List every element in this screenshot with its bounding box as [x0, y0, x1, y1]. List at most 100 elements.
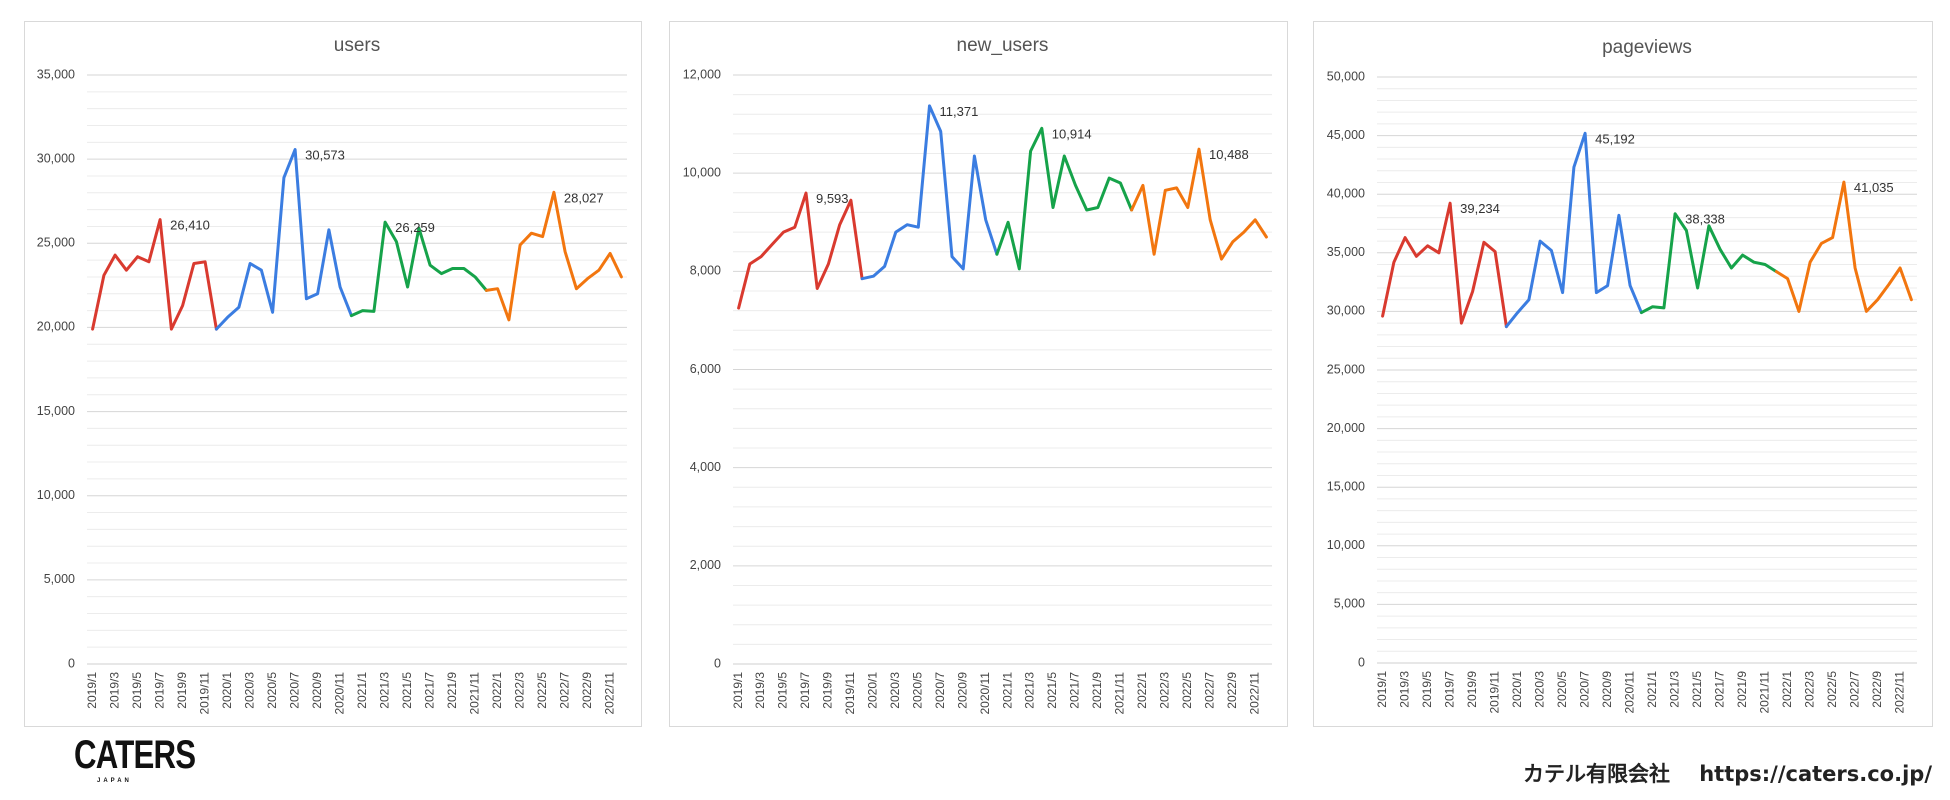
- x-tick-label: 2021/1: [355, 672, 369, 709]
- x-tick-label: 2022/5: [1180, 672, 1194, 709]
- y-tick-label: 40,000: [1327, 186, 1365, 200]
- data-label: 39,234: [1460, 201, 1500, 216]
- data-label: 28,027: [564, 190, 604, 205]
- y-tick-label: 10,000: [1327, 538, 1365, 552]
- series-line-2020: [1504, 131, 1643, 329]
- x-tick-label: 2020/5: [910, 672, 924, 709]
- x-tick-label: 2022/1: [1780, 671, 1794, 708]
- y-tick-label: 35,000: [1327, 245, 1365, 259]
- x-tick-label: 2019/11: [197, 672, 211, 715]
- x-tick-label: 2021/7: [422, 672, 436, 709]
- x-tick-label: 2020/5: [1555, 671, 1569, 708]
- x-tick-label: 2020/5: [265, 672, 279, 709]
- series-line-2019: [737, 191, 864, 310]
- y-tick-label: 35,000: [37, 67, 75, 81]
- x-tick-label: 2021/5: [400, 672, 414, 709]
- x-tick-label: 2020/3: [1532, 671, 1546, 708]
- series-line-2021: [995, 126, 1134, 271]
- y-tick-label: 6,000: [690, 362, 721, 376]
- x-tick-label: 2021/3: [377, 672, 391, 709]
- company-name: カテル有限会社: [1522, 762, 1670, 786]
- x-tick-label: 2022/9: [580, 672, 594, 709]
- x-tick-label: 2019/5: [130, 672, 144, 709]
- x-tick-label: 2019/5: [1420, 671, 1434, 708]
- y-tick-label: 0: [1358, 655, 1365, 669]
- x-tick-label: 2019/1: [731, 672, 745, 709]
- chart-title: users: [334, 35, 380, 56]
- y-tick-label: 25,000: [37, 236, 75, 250]
- series-line-2022: [484, 190, 623, 322]
- caters-logo: CATERS JAPAN: [62, 733, 196, 789]
- footer-credit: カテル有限会社 https://caters.co.jp/: [1523, 758, 1932, 788]
- x-tick-label: 2021/1: [1000, 672, 1014, 709]
- data-label: 11,371: [940, 104, 979, 119]
- x-tick-label: 2020/1: [866, 672, 880, 709]
- y-tick-label: 25,000: [1327, 362, 1365, 376]
- x-tick-label: 2020/7: [287, 672, 301, 709]
- x-tick-label: 2021/11: [1757, 671, 1771, 714]
- y-tick-label: 5,000: [44, 572, 75, 586]
- x-tick-label: 2020/11: [332, 672, 346, 715]
- data-label: 26,259: [395, 220, 435, 235]
- x-tick-label: 2022/7: [557, 672, 571, 709]
- x-tick-label: 2020/3: [242, 672, 256, 709]
- pageviews-chart-panel: pageviews 0 5,000 10,000 15,000 20,000 25,000 3…: [1313, 21, 1933, 727]
- x-tick-label: 2022/11: [1892, 671, 1906, 714]
- y-tick-label: 30,000: [37, 151, 75, 165]
- x-tick-label: 2020/9: [955, 672, 969, 709]
- x-tick-label: 2022/7: [1202, 672, 1216, 709]
- x-tick-label: 2022/3: [1802, 671, 1816, 708]
- y-tick-label: 0: [714, 656, 721, 670]
- data-label: 10,914: [1052, 126, 1092, 141]
- y-tick-label: 10,000: [683, 165, 721, 179]
- x-tick-label: 2022/7: [1847, 671, 1861, 708]
- x-tick-label: 2022/5: [535, 672, 549, 709]
- x-tick-label: 2022/5: [1825, 671, 1839, 708]
- series-line-2021: [349, 220, 488, 318]
- y-tick-label: 4,000: [690, 460, 721, 474]
- x-tick-label: 2019/7: [1442, 671, 1456, 708]
- x-tick-label: 2021/11: [1113, 672, 1127, 715]
- data-label: 26,410: [170, 218, 210, 233]
- x-tick-label: 2019/7: [798, 672, 812, 709]
- logo-text: CATERS: [74, 733, 196, 777]
- pageviews-chart: pageviews 0 5,000 10,000 15,000 20,000 25,000 3…: [1327, 37, 1917, 714]
- x-tick-label: 2019/5: [776, 672, 790, 709]
- x-tick-label: 2022/9: [1870, 671, 1884, 708]
- x-tick-label: 2021/9: [1735, 671, 1749, 708]
- x-tick-label: 2020/7: [1577, 671, 1591, 708]
- y-tick-label: 15,000: [1327, 479, 1365, 493]
- x-tick-label: 2021/3: [1023, 672, 1037, 709]
- series-line-2020: [214, 148, 353, 331]
- new-users-chart-panel: new_users 0 2,000 4,000 6,000 8,000 10,000 12,0…: [669, 21, 1288, 727]
- x-tick-label: 2021/7: [1712, 671, 1726, 708]
- y-tick-label: 30,000: [1327, 304, 1365, 318]
- x-tick-label: 2021/1: [1645, 671, 1659, 708]
- x-tick-label: 2019/9: [175, 672, 189, 709]
- x-tick-label: 2019/1: [85, 672, 99, 709]
- y-tick-label: 5,000: [1334, 597, 1365, 611]
- x-tick-label: 2021/3: [1667, 671, 1681, 708]
- x-tick-label: 2022/11: [602, 672, 616, 715]
- x-tick-label: 2019/11: [843, 672, 857, 715]
- series-line-2021: [1639, 212, 1778, 315]
- x-tick-label: 2021/11: [467, 672, 481, 715]
- series-line-2020: [860, 104, 999, 281]
- y-tick-label: 10,000: [37, 488, 75, 502]
- data-label: 41,035: [1854, 180, 1894, 195]
- logo-subtext: JAPAN: [97, 778, 132, 784]
- y-tick-label: 20,000: [1327, 421, 1365, 435]
- data-label: 30,573: [305, 148, 345, 163]
- series-line-2019: [1381, 201, 1508, 329]
- y-tick-label: 12,000: [683, 67, 721, 81]
- x-tick-label: 2019/1: [1375, 671, 1389, 708]
- x-tick-label: 2019/3: [1397, 671, 1411, 708]
- x-tick-label: 2021/9: [445, 672, 459, 709]
- x-tick-label: 2021/5: [1690, 671, 1704, 708]
- x-tick-label: 2022/3: [1157, 672, 1171, 709]
- x-tick-label: 2019/3: [107, 672, 121, 709]
- chart-title: new_users: [957, 35, 1049, 56]
- x-tick-label: 2020/7: [933, 672, 947, 709]
- x-tick-label: 2022/11: [1247, 672, 1261, 715]
- series-line-2022: [1130, 147, 1268, 261]
